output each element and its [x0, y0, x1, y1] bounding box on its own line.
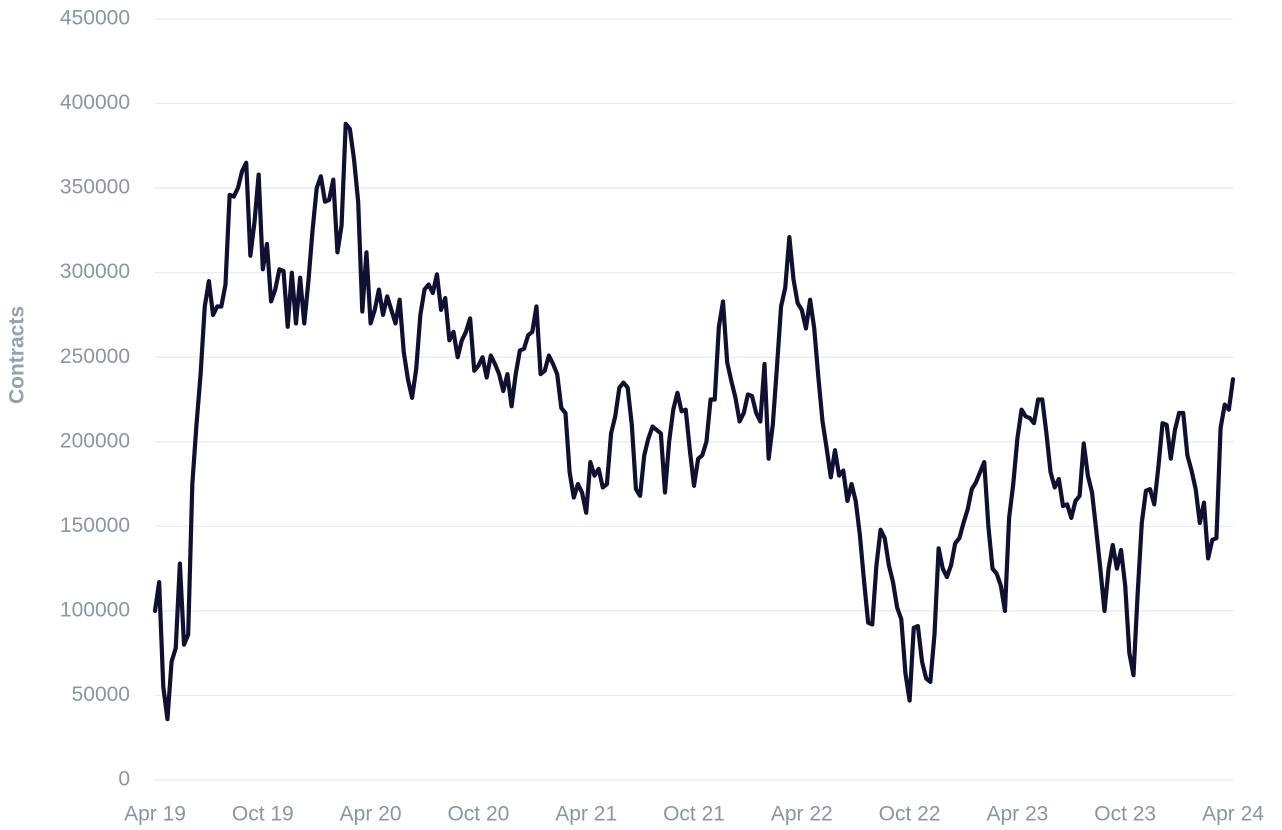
x-tick-label: Oct 23	[1094, 803, 1156, 826]
x-tick-label: Apr 23	[986, 803, 1048, 826]
data-line	[152, 121, 1236, 722]
y-tick-label: 250000	[60, 345, 130, 368]
x-tick-label: Apr 22	[771, 803, 833, 826]
y-tick-label: 200000	[60, 429, 130, 452]
x-tick-label: Oct 21	[663, 803, 725, 826]
y-tick-label: 450000	[60, 7, 130, 30]
x-tick-label: Apr 20	[340, 803, 402, 826]
x-tick-label: Apr 24	[1202, 803, 1264, 826]
y-tick-label: 100000	[60, 598, 130, 621]
x-tick-label: Apr 19	[124, 803, 186, 826]
y-axis-title: Contracts	[6, 306, 29, 404]
x-tick-label: Apr 21	[555, 803, 617, 826]
y-tick-label: 350000	[60, 176, 130, 199]
x-tick-label: Oct 19	[232, 803, 294, 826]
y-tick-label: 0	[118, 768, 130, 791]
x-tick-label: Oct 22	[879, 803, 941, 826]
y-tick-label: 300000	[60, 260, 130, 283]
x-tick-label: Oct 20	[447, 803, 509, 826]
y-tick-label: 150000	[60, 514, 130, 537]
y-tick-label: 50000	[72, 683, 130, 706]
y-tick-label: 400000	[60, 91, 130, 114]
